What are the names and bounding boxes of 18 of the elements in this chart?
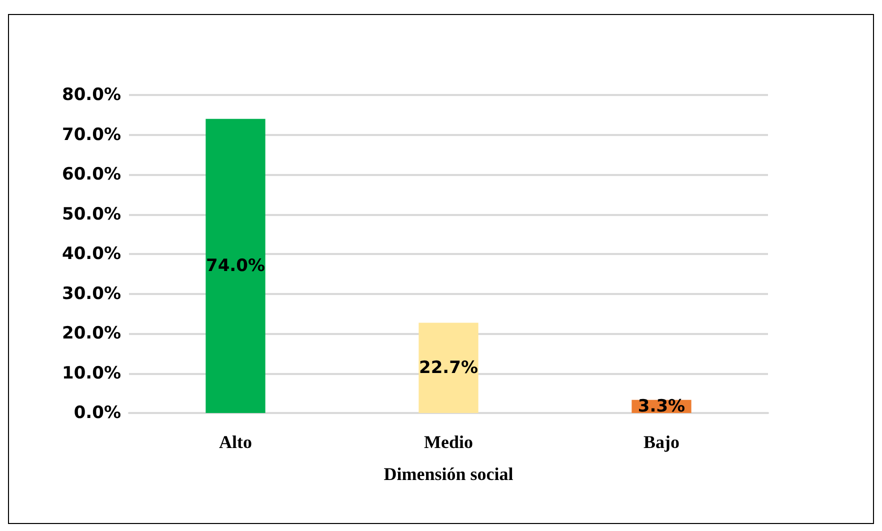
- bar: [418, 322, 478, 413]
- y-tick-label: 40.0%: [62, 244, 121, 264]
- y-tick-label: 0.0%: [74, 403, 121, 423]
- y-tick-label: 30.0%: [62, 284, 121, 304]
- y-tick-label: 20.0%: [62, 324, 121, 344]
- x-tick-label: Alto: [219, 432, 252, 452]
- x-tick-label: Bajo: [644, 432, 680, 452]
- y-tick-label: 80.0%: [62, 85, 121, 105]
- data-label: 74.0%: [206, 256, 265, 276]
- y-tick-label: 60.0%: [62, 164, 121, 184]
- y-tick-label: 50.0%: [62, 204, 121, 224]
- data-label: 22.7%: [419, 358, 478, 378]
- y-tick-label: 10.0%: [62, 363, 121, 384]
- x-tick-label: Medio: [424, 432, 473, 452]
- x-axis-title: Dimensión social: [384, 464, 514, 484]
- y-tick-label: 70.0%: [62, 124, 121, 145]
- data-label: 3.3%: [638, 396, 686, 416]
- bar: [206, 118, 266, 413]
